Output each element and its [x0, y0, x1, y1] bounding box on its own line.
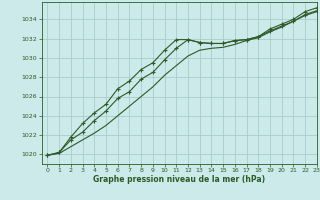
- X-axis label: Graphe pression niveau de la mer (hPa): Graphe pression niveau de la mer (hPa): [93, 175, 265, 184]
